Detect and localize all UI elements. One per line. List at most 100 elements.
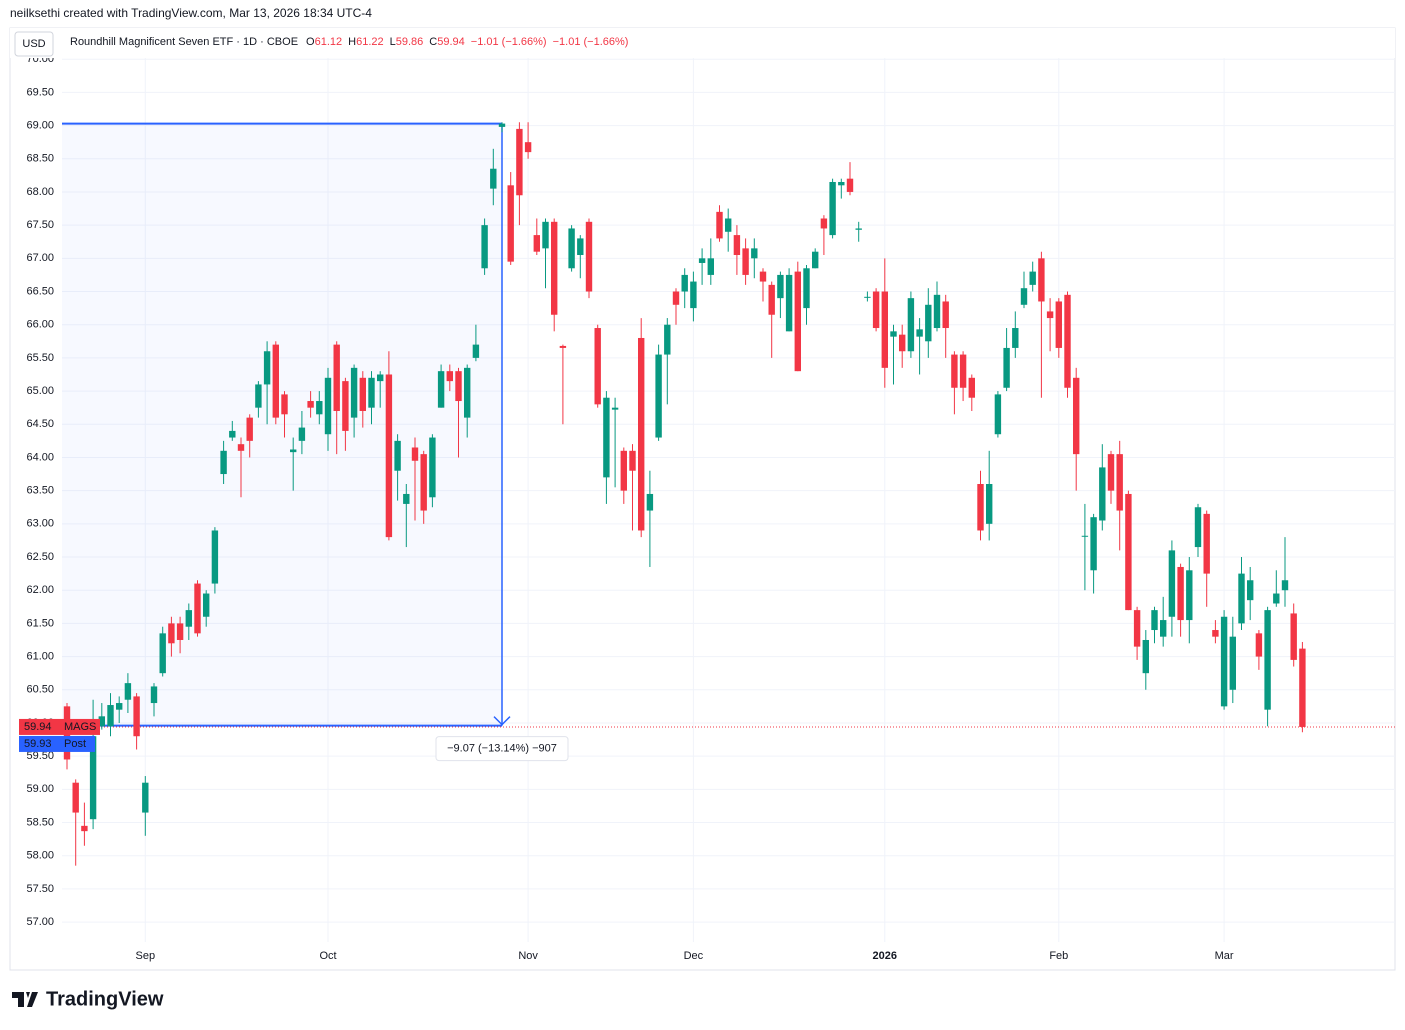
candle-body <box>420 454 427 511</box>
candle-body <box>959 354 967 388</box>
candle-body <box>1290 613 1297 660</box>
y-tick-label: 60.50 <box>26 684 54 696</box>
x-tick-label: Sep <box>136 950 156 962</box>
y-tick-label: 67.00 <box>26 252 54 264</box>
post-label: Post <box>64 738 86 750</box>
candle-body <box>255 384 262 408</box>
x-tick-label: Dec <box>684 950 704 962</box>
candle-body <box>159 633 166 674</box>
y-tick-label: 63.00 <box>26 518 54 530</box>
x-tick-label: Nov <box>518 950 538 962</box>
candle-body <box>472 344 480 358</box>
candle-body <box>742 248 749 275</box>
candle-body <box>1299 648 1306 727</box>
candle-body <box>246 417 253 441</box>
candle-body <box>1203 513 1210 574</box>
candle-body <box>437 371 445 408</box>
candle-body <box>124 683 132 700</box>
candle-body <box>1116 454 1123 511</box>
candle-body <box>498 123 506 127</box>
candle-body <box>481 225 488 269</box>
candle-body <box>872 291 880 329</box>
header-bar <box>10 28 1395 58</box>
candle-body <box>1133 610 1141 647</box>
candle-body <box>725 218 732 232</box>
measure-label-box <box>435 736 569 762</box>
background-layer: 57.0057.5058.0058.5059.0059.5060.0060.50… <box>26 28 1395 962</box>
post-price-label: 59.93 <box>24 738 52 750</box>
candle-body <box>203 593 210 617</box>
candle-body <box>1273 593 1280 604</box>
y-tick-label: 64.50 <box>26 418 54 430</box>
candle-body <box>620 450 627 491</box>
candle-body <box>803 268 810 309</box>
credit: neilksethi created with TradingView.com,… <box>10 6 372 20</box>
candle-body <box>664 324 671 355</box>
candle-body <box>994 394 1002 435</box>
x-tick-label: Oct <box>319 950 336 962</box>
y-tick-label: 66.00 <box>26 319 54 331</box>
candle-body <box>446 371 453 382</box>
candle-body <box>1238 573 1245 624</box>
y-tick-label: 58.00 <box>26 850 54 862</box>
legend-key: H <box>348 36 356 48</box>
currency-box[interactable] <box>14 31 54 57</box>
legend-change-post: −1.01 (−1.66%) <box>553 36 629 48</box>
candle-body <box>838 181 845 186</box>
candle-body <box>1160 620 1167 637</box>
candle-body <box>89 736 97 820</box>
candle-body <box>820 218 828 229</box>
candle-body <box>594 328 601 405</box>
measure-label: −9.07 (−13.14%) −907 <box>447 743 557 755</box>
candle-body <box>638 337 645 531</box>
candle-body <box>707 258 714 275</box>
candle-body <box>751 248 758 259</box>
post-price-box <box>19 735 95 752</box>
y-tick-label: 66.50 <box>26 285 54 297</box>
candle-body <box>1229 636 1236 690</box>
legend-value: 61.22 <box>356 36 384 48</box>
candle-body <box>411 447 419 461</box>
candle-body <box>394 440 401 471</box>
candle-body <box>1255 633 1263 657</box>
candle-body <box>1064 294 1071 388</box>
candle-body <box>559 345 567 348</box>
candle-body <box>1107 454 1115 491</box>
candle-body <box>98 716 105 727</box>
candle-body <box>1029 271 1036 285</box>
candle-body <box>925 304 932 342</box>
candle-body <box>133 696 140 737</box>
candle-body <box>785 274 793 332</box>
candle-body <box>263 351 271 385</box>
candle-body <box>829 181 836 236</box>
candle-body <box>681 274 688 292</box>
x-tick-label: Mar <box>1215 950 1234 962</box>
candle-body <box>516 128 523 196</box>
candle-body <box>542 221 549 249</box>
measure-area <box>62 123 502 726</box>
candle-body <box>568 228 575 269</box>
candle-body <box>429 437 436 498</box>
candle-body <box>1046 311 1054 319</box>
candle-body <box>933 294 941 329</box>
legend-key: C <box>429 36 437 48</box>
legend-key: L <box>390 36 396 48</box>
y-tick-label: 57.50 <box>26 883 54 895</box>
last-price-box <box>19 718 100 735</box>
candle-body <box>646 493 654 511</box>
candle-body <box>1090 517 1097 571</box>
candle-body <box>1220 616 1228 707</box>
candle-body <box>951 354 958 388</box>
candle-body <box>342 381 349 431</box>
candle-body <box>1125 493 1132 611</box>
foreground-layer: −9.07 (−13.14%) −907 59.94 MAGS 59.93 Post <box>19 122 1306 866</box>
candle-body <box>533 235 540 252</box>
legend-key: O <box>306 36 315 48</box>
y-tick-label: 65.50 <box>26 352 54 364</box>
y-tick-label: 62.00 <box>26 584 54 596</box>
logo-text: TradingView <box>46 988 164 1010</box>
candle-body <box>1264 610 1271 710</box>
candle-body <box>385 374 393 538</box>
x-tick-label: 2026 <box>873 950 897 962</box>
candle-body <box>464 367 471 418</box>
